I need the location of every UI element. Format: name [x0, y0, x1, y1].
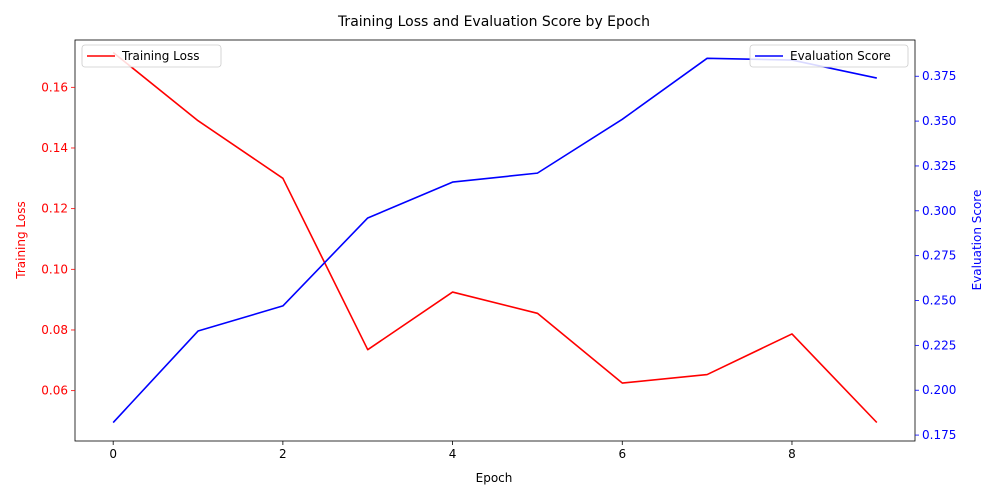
left-y-tick-label: 0.16 [41, 80, 68, 94]
legend-label: Evaluation Score [790, 49, 891, 63]
right-y-tick-label: 0.275 [922, 249, 956, 263]
x-tick-label: 4 [449, 447, 457, 461]
x-tick-label: 8 [788, 447, 796, 461]
left-y-tick-label: 0.10 [41, 262, 68, 276]
plot-area: 0 2 4 6 8 0.06 0.08 0.10 0.12 0.14 0.16 0.175 0.200 0… [41, 39, 956, 461]
axes-frame [74, 39, 916, 442]
series-line-evaluation-score [112, 57, 877, 424]
left-y-tick-label: 0.14 [41, 141, 68, 155]
left-y-tick-label: 0.08 [41, 323, 68, 337]
right-y-tick-label: 0.175 [922, 428, 956, 442]
left-axis-title: Training Loss [14, 201, 28, 279]
left-y-tick-label: 0.06 [41, 384, 68, 398]
left-y-tick-label: 0.12 [41, 202, 68, 216]
right-y-tick-label: 0.250 [922, 294, 956, 308]
chart-title: Training Loss and Evaluation Score by Ep… [337, 14, 650, 30]
x-axis-title: Epoch [476, 471, 513, 485]
x-tick-label: 0 [109, 447, 117, 461]
right-y-tick-label: 0.200 [922, 383, 956, 397]
right-y-tick-label: 0.225 [922, 338, 956, 352]
right-y-tick-label: 0.375 [922, 69, 956, 83]
right-y-tick-label: 0.325 [922, 159, 956, 173]
legend-box [749, 44, 909, 68]
x-tick-label: 2 [279, 447, 287, 461]
x-tick-label: 6 [618, 447, 626, 461]
series-line-training-loss [112, 51, 878, 424]
legend-label: Training Loss [121, 49, 199, 63]
legend-box [81, 44, 222, 68]
right-axis-title: Evaluation Score [970, 190, 984, 291]
right-y-tick-label: 0.300 [922, 204, 956, 218]
right-y-tick-label: 0.350 [922, 114, 956, 128]
